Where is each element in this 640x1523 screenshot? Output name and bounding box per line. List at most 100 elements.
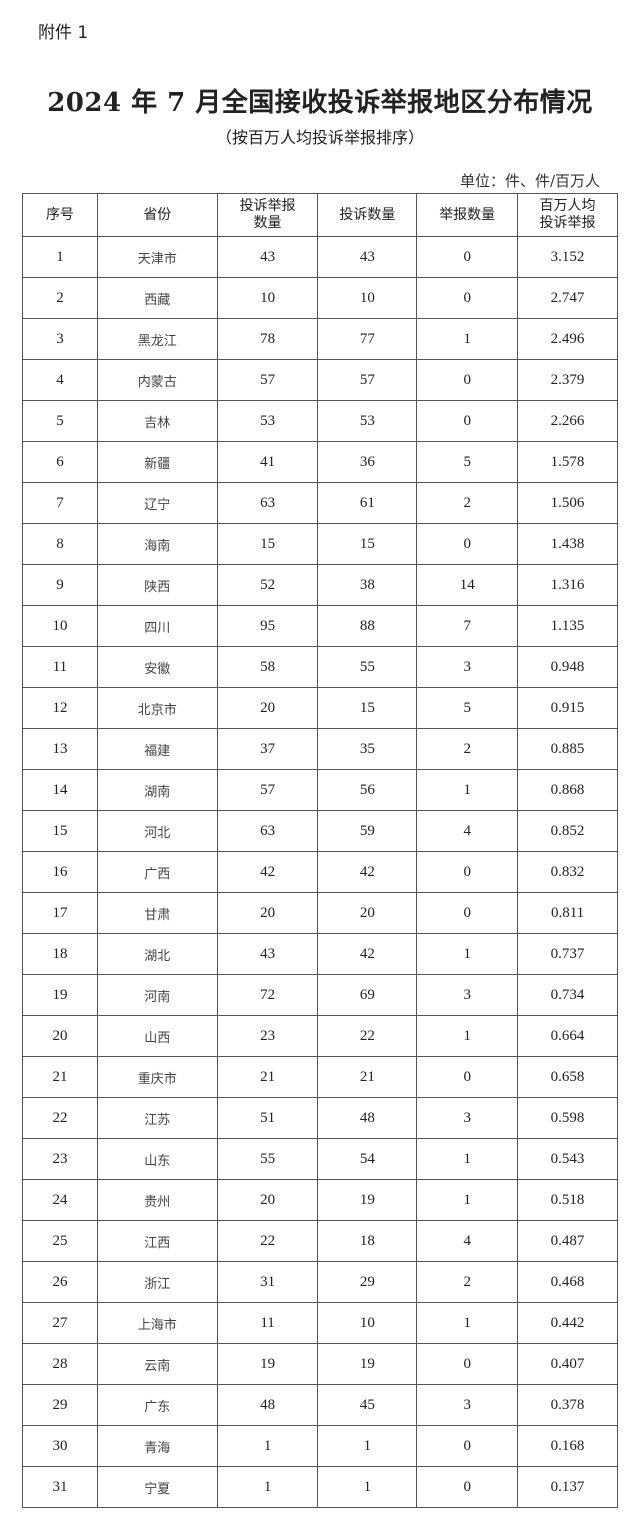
cell-rank: 18 [22, 933, 98, 975]
cell-complaints: 42 [317, 851, 418, 893]
cell-total: 37 [216, 728, 319, 770]
cell-reports: 0 [416, 400, 519, 442]
header-text-line: 百万人均 [539, 198, 596, 214]
cell-reports: 1 [416, 1302, 519, 1344]
cell-complaints: 38 [317, 564, 418, 606]
table-header-row: 序号 省份 投诉举报 数量 投诉数量 举报数量 百万人均 投诉举报 [22, 193, 618, 237]
table-row: 15 河北 63 59 4 0.852 [22, 810, 618, 852]
cell-province: 海南 [96, 523, 218, 565]
cell-total: 11 [216, 1302, 319, 1344]
cell-rank: 11 [22, 646, 98, 688]
cell-complaints: 53 [317, 400, 418, 442]
cell-province: 北京市 [96, 687, 218, 729]
table-row: 2 西藏 10 10 0 2.747 [22, 277, 618, 319]
cell-per-million: 0.543 [517, 1138, 618, 1180]
table-row: 3 黑龙江 78 77 1 2.496 [22, 318, 618, 360]
cell-total: 41 [216, 441, 319, 483]
table-row: 21 重庆市 21 21 0 0.658 [22, 1056, 618, 1098]
cell-per-million: 2.379 [517, 359, 618, 401]
table-row: 6 新疆 41 36 5 1.578 [22, 441, 618, 483]
cell-per-million: 1.316 [517, 564, 618, 606]
cell-reports: 1 [416, 1015, 519, 1057]
cell-complaints: 10 [317, 277, 418, 319]
cell-rank: 31 [22, 1466, 98, 1508]
cell-province: 上海市 [96, 1302, 218, 1344]
cell-rank: 16 [22, 851, 98, 893]
table-row: 28 云南 19 19 0 0.407 [22, 1343, 618, 1385]
cell-complaints: 43 [317, 236, 418, 278]
cell-total: 21 [216, 1056, 319, 1098]
page-subtitle: （按百万人均投诉举报排序） [215, 128, 424, 147]
cell-total: 20 [216, 892, 319, 934]
cell-reports: 0 [416, 1343, 519, 1385]
cell-reports: 3 [416, 646, 519, 688]
cell-province: 安徽 [96, 646, 218, 688]
cell-complaints: 10 [317, 1302, 418, 1344]
cell-rank: 28 [22, 1343, 98, 1385]
cell-rank: 14 [22, 769, 98, 811]
cell-reports: 5 [416, 687, 519, 729]
cell-total: 22 [216, 1220, 319, 1262]
table-row: 8 海南 15 15 0 1.438 [22, 523, 618, 565]
cell-per-million: 0.664 [517, 1015, 618, 1057]
cell-per-million: 0.948 [517, 646, 618, 688]
cell-reports: 0 [416, 1425, 519, 1467]
table-row: 14 湖南 57 56 1 0.868 [22, 769, 618, 811]
cell-per-million: 0.137 [517, 1466, 618, 1508]
cell-rank: 12 [22, 687, 98, 729]
cell-per-million: 2.496 [517, 318, 618, 360]
cell-total: 42 [216, 851, 319, 893]
cell-total: 31 [216, 1261, 319, 1303]
cell-province: 山东 [96, 1138, 218, 1180]
cell-total: 19 [216, 1343, 319, 1385]
cell-complaints: 21 [317, 1056, 418, 1098]
cell-total: 10 [216, 277, 319, 319]
cell-complaints: 56 [317, 769, 418, 811]
cell-province: 山西 [96, 1015, 218, 1057]
cell-complaints: 22 [317, 1015, 418, 1057]
cell-total: 20 [216, 687, 319, 729]
cell-per-million: 0.737 [517, 933, 618, 975]
cell-reports: 2 [416, 728, 519, 770]
table-row: 4 内蒙古 57 57 0 2.379 [22, 359, 618, 401]
cell-complaints: 77 [317, 318, 418, 360]
cell-reports: 0 [416, 1466, 519, 1508]
cell-per-million: 0.852 [517, 810, 618, 852]
cell-rank: 26 [22, 1261, 98, 1303]
cell-rank: 22 [22, 1097, 98, 1139]
header-text-line: 投诉举报 [239, 198, 296, 214]
cell-province: 辽宁 [96, 482, 218, 524]
cell-rank: 30 [22, 1425, 98, 1467]
cell-complaints: 55 [317, 646, 418, 688]
header-text-line: 举报数量 [439, 206, 496, 223]
cell-per-million: 2.266 [517, 400, 618, 442]
cell-total: 1 [216, 1425, 319, 1467]
cell-rank: 10 [22, 605, 98, 647]
cell-province: 河北 [96, 810, 218, 852]
distribution-table: 序号 省份 投诉举报 数量 投诉数量 举报数量 百万人均 投诉举报 1 天津市 43 43 0 3.15… [22, 193, 618, 1508]
cell-reports: 3 [416, 1097, 519, 1139]
cell-total: 57 [216, 359, 319, 401]
cell-rank: 6 [22, 441, 98, 483]
unit-note: 单位：件、件/百万人 [459, 172, 600, 190]
cell-rank: 23 [22, 1138, 98, 1180]
cell-province: 重庆市 [96, 1056, 218, 1098]
cell-complaints: 61 [317, 482, 418, 524]
cell-complaints: 54 [317, 1138, 418, 1180]
cell-reports: 1 [416, 1138, 519, 1180]
cell-complaints: 57 [317, 359, 418, 401]
column-header-reports: 举报数量 [416, 193, 519, 237]
cell-complaints: 45 [317, 1384, 418, 1426]
cell-province: 浙江 [96, 1261, 218, 1303]
cell-rank: 24 [22, 1179, 98, 1221]
cell-per-million: 0.378 [517, 1384, 618, 1426]
table-row: 7 辽宁 63 61 2 1.506 [22, 482, 618, 524]
cell-rank: 7 [22, 482, 98, 524]
cell-reports: 0 [416, 1056, 519, 1098]
page-title: 2024 年 7 月全国接收投诉举报地区分布情况 [47, 88, 593, 118]
table-row: 20 山西 23 22 1 0.664 [22, 1015, 618, 1057]
table-row: 12 北京市 20 15 5 0.915 [22, 687, 618, 729]
cell-total: 52 [216, 564, 319, 606]
cell-rank: 5 [22, 400, 98, 442]
cell-per-million: 0.168 [517, 1425, 618, 1467]
